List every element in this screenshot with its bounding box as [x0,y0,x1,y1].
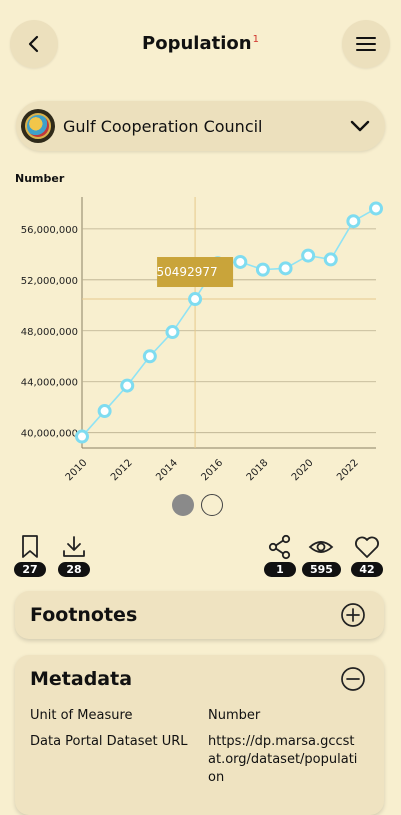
like-count: 42 [351,562,383,577]
x-tick-label: 2014 [154,457,180,483]
chevron-down-icon [350,120,370,132]
pager-dot-active[interactable] [172,494,194,516]
data-point [188,292,203,307]
x-tick-label: 2012 [109,457,135,483]
bookmark-stat[interactable]: 27 [14,534,46,577]
data-point [120,378,135,393]
views-stat: 595 [302,534,341,577]
minus-circle-icon[interactable] [340,666,366,692]
data-point [301,248,316,263]
metadata-row-url: Data Portal Dataset URL https://dp.marsa… [30,733,384,787]
data-point [278,261,293,276]
tooltip-value: 50492977 [157,265,218,279]
footnotes-card[interactable]: Footnotes [15,591,384,639]
series-line [81,207,377,438]
chart-unit-label: Number [15,172,65,185]
pager-dot[interactable] [201,494,223,516]
download-stat[interactable]: 28 [58,534,90,577]
population-line-chart[interactable]: 40,000,000 44,000,000 48,000,000 52,000,000… [0,185,401,485]
metadata-label: Data Portal Dataset URL [30,734,188,749]
back-button[interactable] [10,20,58,68]
metadata-card: Metadata Unit of Measure Number Data Por… [15,655,384,815]
country-name: Gulf Cooperation Council [63,116,263,136]
share-count: 1 [264,562,296,577]
y-tick-label: 44,000,000 [21,378,78,389]
page-title-text: Population [142,33,252,54]
data-point [233,254,248,269]
download-icon [63,536,85,557]
data-point [97,404,112,419]
heart-icon [355,536,379,558]
views-count: 595 [302,562,341,577]
metadata-title: Metadata [30,668,133,690]
country-selector[interactable]: Gulf Cooperation Council [16,101,385,151]
y-tick-label: 48,000,000 [21,327,78,338]
page-title: Population1 [0,33,401,54]
chevron-left-icon [28,35,39,53]
like-stat[interactable]: 42 [351,534,383,577]
menu-button[interactable] [342,20,390,68]
eye-icon [309,541,334,553]
bookmark-count: 27 [14,562,46,577]
x-tick-label: 2010 [64,457,90,483]
metadata-value: Number [208,708,261,723]
hamburger-icon [356,37,376,51]
metadata-url-link[interactable]: https://dp.marsa.gccstat.org/dataset/pop… [208,734,358,785]
x-tick-label: 2022 [335,457,361,483]
bookmark-icon [22,535,38,558]
footnotes-title: Footnotes [30,604,138,626]
y-tick-label: 56,000,000 [21,225,78,236]
data-point [369,201,383,216]
share-stat[interactable]: 1 [264,534,296,577]
x-tick-label: 2018 [245,457,271,483]
data-point [346,214,361,229]
tooltip-box [157,257,234,288]
data-point [255,262,270,277]
metadata-label: Unit of Measure [30,708,133,723]
chart-pager [172,494,223,516]
y-tick-label: 40,000,000 [21,429,78,440]
share-icon [268,534,291,560]
y-tick-label: 52,000,000 [21,276,78,287]
metadata-row-unit: Unit of Measure Number [30,708,384,723]
data-point [75,429,89,444]
data-point [323,252,338,267]
data-point [142,349,157,364]
x-tick-label: 2016 [199,457,225,483]
x-tick-label: 2020 [290,457,316,483]
download-count: 28 [58,562,90,577]
data-point [165,325,180,340]
plus-circle-icon[interactable] [340,602,366,628]
footnote-marker: 1 [252,34,259,45]
gcc-emblem-icon [21,109,55,143]
